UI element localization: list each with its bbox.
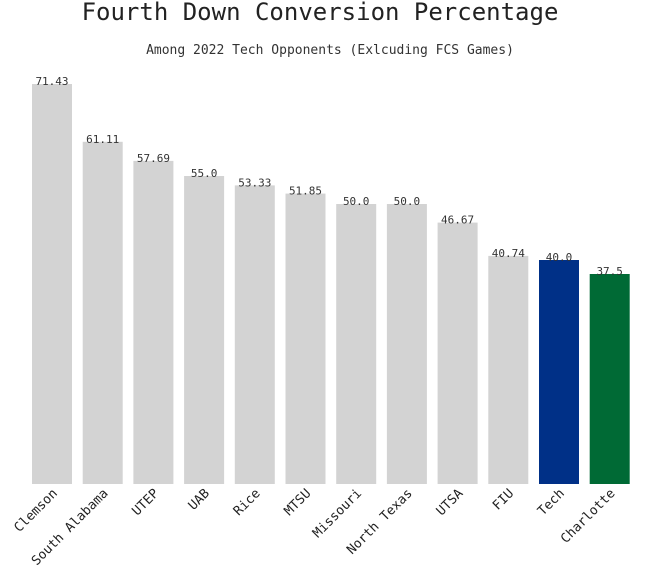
x-tick-label: Missouri (310, 486, 365, 541)
bar-rice (234, 185, 275, 484)
x-tick-label: Rice (231, 486, 264, 519)
x-tick-label: UTEP (129, 486, 162, 519)
bar-utep (133, 160, 174, 484)
bar-tech (539, 260, 579, 484)
value-label: 57.69 (137, 152, 170, 165)
chart-title: Fourth Down Conversion Percentage (82, 0, 559, 26)
value-label: 71.43 (35, 75, 68, 88)
value-label: 61.11 (86, 133, 119, 146)
bar-fiu (488, 255, 529, 484)
bar-charlotte (589, 274, 630, 484)
bar-missouri (336, 204, 377, 484)
x-tick-label: MTSU (282, 486, 315, 519)
x-tick-label: UAB (186, 486, 213, 513)
value-label: 50.0 (343, 195, 370, 208)
x-tick-label: FIU (490, 486, 517, 513)
bar-clemson (32, 84, 72, 484)
bars-group (32, 84, 630, 485)
x-tick-label: Clemson (11, 486, 60, 535)
value-label: 40.74 (492, 247, 525, 260)
bar-utsa (437, 222, 478, 484)
value-label: 53.33 (238, 176, 271, 189)
value-label: 37.5 (596, 265, 623, 278)
x-tick-label: Charlotte (558, 486, 619, 547)
value-label: 50.0 (394, 195, 421, 208)
value-label: 40.0 (546, 251, 573, 264)
x-tick-label: Tech (535, 486, 568, 519)
value-labels-group: 71.43 61.11 57.69 55.0 53.33 51.85 50.0 50.0 46.… (35, 75, 623, 278)
bar-south-alabama (82, 141, 123, 485)
bar-uab (184, 176, 225, 484)
value-label: 46.67 (441, 214, 474, 227)
chart-subtitle: Among 2022 Tech Opponents (Exlcuding FCS… (146, 43, 514, 58)
bar-north-texas (386, 204, 427, 484)
value-label: 51.85 (289, 185, 322, 198)
value-label: 55.0 (191, 167, 218, 180)
bar-mtsu (285, 193, 326, 484)
x-tick-label: UTSA (434, 486, 467, 519)
